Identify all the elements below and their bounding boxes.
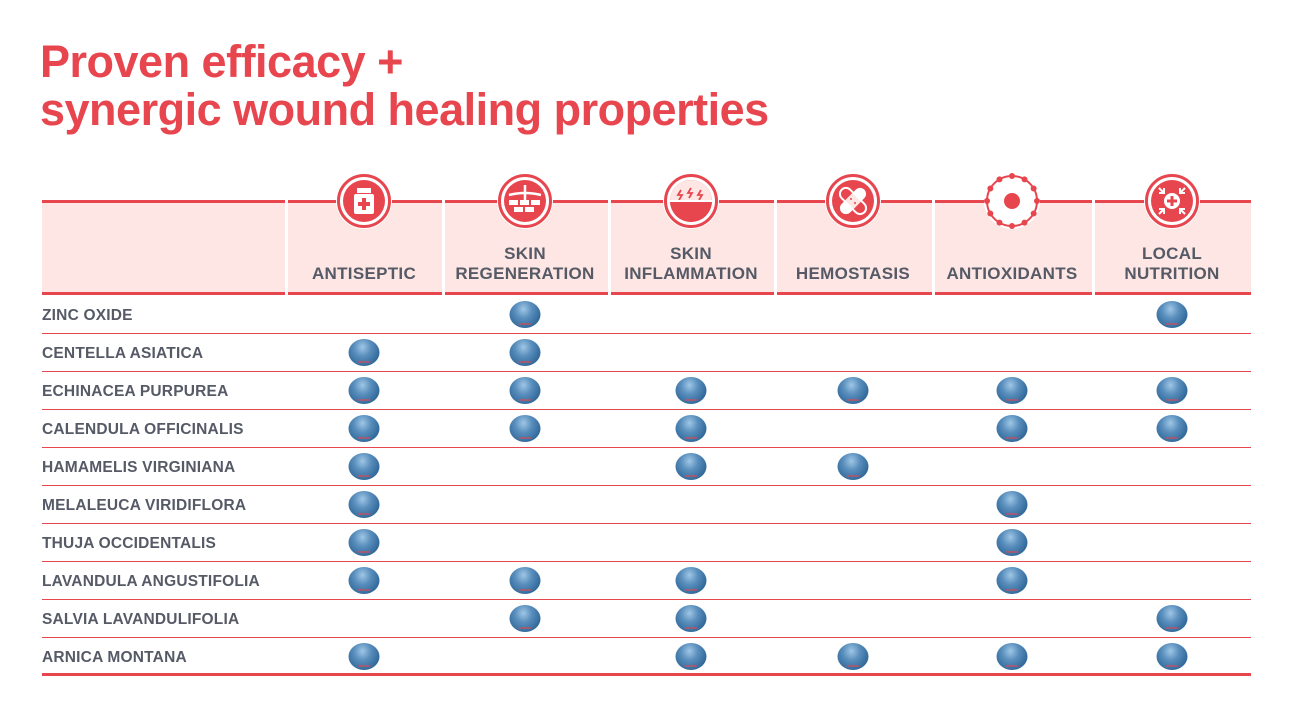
column-header-line-1: [773, 244, 933, 264]
property-dot: [996, 643, 1028, 670]
column-header: ANTIOXIDANTS: [932, 244, 1092, 284]
column-separator: [442, 200, 445, 295]
property-dot: [675, 377, 707, 404]
nutrition-cross-icon: [1142, 171, 1202, 231]
table-row: MELALEUCA VIRIDIFLORA: [42, 486, 1251, 524]
column-header-line-1: [284, 244, 444, 264]
column-separator: [1092, 200, 1095, 295]
table-row: ZINC OXIDE: [42, 296, 1251, 334]
column-header-line-1: LOCAL: [1141, 244, 1203, 263]
property-dot: [1156, 377, 1188, 404]
property-dot: [675, 605, 707, 632]
column-header: ANTISEPTIC: [284, 244, 444, 284]
property-dot: [996, 377, 1028, 404]
table-row: LAVANDULA ANGUSTIFOLIA: [42, 562, 1251, 600]
property-dot: [1156, 415, 1188, 442]
property-dot: [348, 529, 380, 556]
title-line-1: Proven efficacy +: [40, 36, 403, 87]
table-row: HAMAMELIS VIRGINIANA: [42, 448, 1251, 486]
table-row: THUJA OCCIDENTALIS: [42, 524, 1251, 562]
column-header-line-2: ANTIOXIDANTS: [946, 264, 1078, 283]
property-dot: [1156, 643, 1188, 670]
property-dot: [996, 415, 1028, 442]
property-dot: [348, 453, 380, 480]
ingredient-name: ZINC OXIDE: [42, 307, 133, 324]
property-dot: [837, 453, 869, 480]
column-header-line-1: SKIN: [504, 244, 546, 263]
medicine-bottle-icon: [334, 171, 394, 231]
skin-layers-icon: [495, 171, 555, 231]
property-dot: [675, 453, 707, 480]
property-dot: [509, 567, 541, 594]
property-dot: [1156, 605, 1188, 632]
ingredient-name: THUJA OCCIDENTALIS: [42, 535, 217, 552]
column-header-line-1: [932, 244, 1092, 264]
column-header: HEMOSTASIS: [773, 244, 933, 284]
column-header-line-2: NUTRITION: [1124, 264, 1220, 283]
column-separator: [285, 200, 288, 295]
property-dot: [837, 643, 869, 670]
inflamed-skin-icon: [661, 171, 721, 231]
column-separator: [774, 200, 777, 295]
molecule-ring-icon: [982, 171, 1042, 231]
table-row: ARNICA MONTANA: [42, 638, 1251, 676]
property-dot: [509, 339, 541, 366]
property-dot: [509, 301, 541, 328]
ingredient-name: SALVIA LAVANDULIFOLIA: [42, 611, 240, 628]
table-header-band: [42, 200, 1251, 295]
ingredient-name: CENTELLA ASIATICA: [42, 345, 204, 362]
property-dot: [675, 415, 707, 442]
column-header-line-2: ANTISEPTIC: [311, 264, 417, 283]
column-separator: [608, 200, 611, 295]
column-separator: [932, 200, 935, 295]
column-header-line-2: REGENERATION: [455, 264, 595, 283]
column-header-line-2: INFLAMMATION: [624, 264, 758, 283]
title-line-2: synergic wound healing properties: [40, 84, 769, 135]
bandage-icon: [823, 171, 883, 231]
table-row: ECHINACEA PURPUREA: [42, 372, 1251, 410]
ingredient-name: ECHINACEA PURPUREA: [42, 383, 229, 400]
ingredient-name: LAVANDULA ANGUSTIFOLIA: [42, 573, 260, 590]
property-dot: [348, 643, 380, 670]
ingredient-name: HAMAMELIS VIRGINIANA: [42, 459, 236, 476]
property-dot: [348, 415, 380, 442]
property-dot: [996, 567, 1028, 594]
property-dot: [675, 567, 707, 594]
property-dot: [996, 529, 1028, 556]
property-dot: [509, 605, 541, 632]
table-row: SALVIA LAVANDULIFOLIA: [42, 600, 1251, 638]
table-row: CENTELLA ASIATICA: [42, 334, 1251, 372]
property-dot: [348, 491, 380, 518]
property-dot: [837, 377, 869, 404]
property-dot: [996, 491, 1028, 518]
page-title: Proven efficacy + synergic wound healing…: [40, 38, 769, 134]
property-dot: [348, 339, 380, 366]
ingredient-name: MELALEUCA VIRIDIFLORA: [42, 497, 247, 514]
property-dot: [675, 643, 707, 670]
property-dot: [509, 377, 541, 404]
column-header: SKIN INFLAMMATION: [611, 244, 771, 284]
ingredient-name: CALENDULA OFFICINALIS: [42, 421, 244, 438]
property-dot: [1156, 301, 1188, 328]
column-header-line-2: HEMOSTASIS: [795, 264, 911, 283]
property-dot: [509, 415, 541, 442]
column-header-line-1: SKIN: [670, 244, 712, 263]
property-dot: [348, 377, 380, 404]
property-dot: [348, 567, 380, 594]
column-header: LOCAL NUTRITION: [1092, 244, 1252, 284]
ingredient-name: ARNICA MONTANA: [42, 649, 187, 666]
column-header: SKIN REGENERATION: [445, 244, 605, 284]
table-row: CALENDULA OFFICINALIS: [42, 410, 1251, 448]
